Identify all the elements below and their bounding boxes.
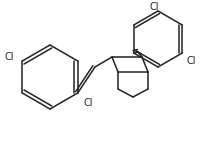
Text: Cl: Cl [186,56,196,66]
Text: Cl: Cl [4,52,14,62]
Text: Cl: Cl [84,98,93,108]
Text: Cl: Cl [149,2,159,12]
